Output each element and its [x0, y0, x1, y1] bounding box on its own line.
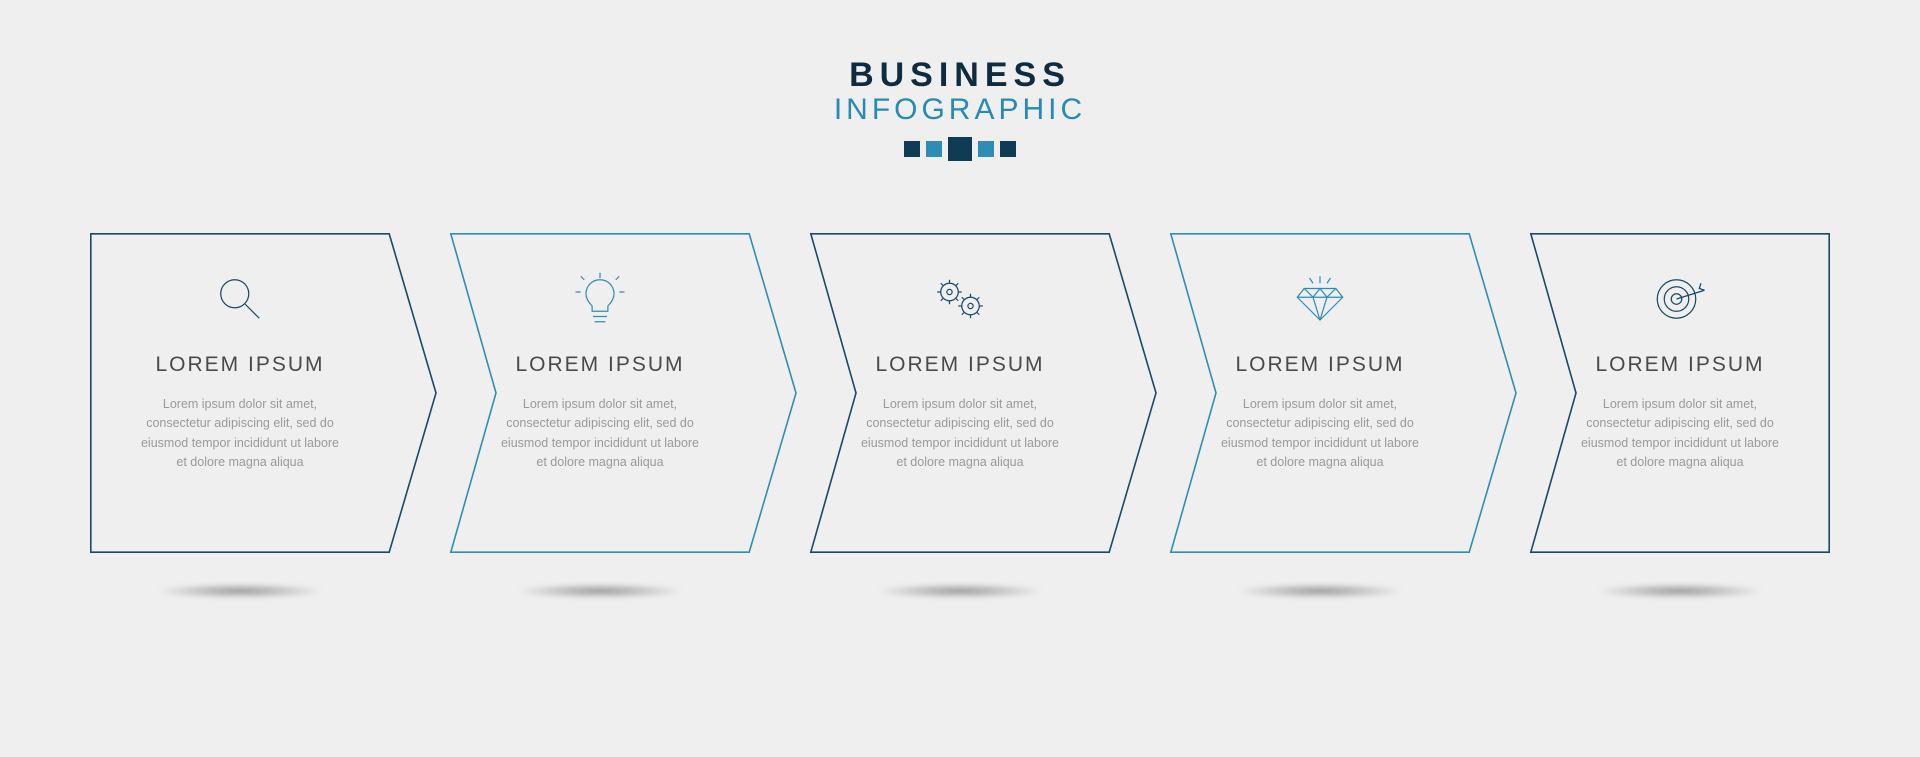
step-label: LOREM IPSUM	[1595, 353, 1764, 377]
step-shadows	[90, 583, 1830, 599]
step-description: Lorem ipsum dolor sit amet, consectetur …	[495, 395, 705, 473]
step-label: LOREM IPSUM	[515, 353, 684, 377]
accent-squares	[834, 137, 1086, 161]
step-description: Lorem ipsum dolor sit amet, consectetur …	[1575, 395, 1785, 473]
step-box: LOREM IPSUM Lorem ipsum dolor sit amet, …	[90, 233, 390, 553]
bulb-icon	[572, 267, 628, 331]
step-box: LOREM IPSUM Lorem ipsum dolor sit amet, …	[1530, 233, 1830, 553]
step-label: LOREM IPSUM	[1235, 353, 1404, 377]
magnifier-icon	[212, 267, 268, 331]
step-description: Lorem ipsum dolor sit amet, consectetur …	[855, 395, 1065, 473]
step-description: Lorem ipsum dolor sit amet, consectetur …	[1215, 395, 1425, 473]
accent-square	[1000, 141, 1016, 157]
step-label: LOREM IPSUM	[875, 353, 1044, 377]
accent-square	[904, 141, 920, 157]
step-shadow	[450, 583, 750, 599]
step-shadow	[1170, 583, 1470, 599]
header: BUSINESS INFOGRAPHIC	[834, 56, 1086, 161]
gears-icon	[932, 267, 988, 331]
accent-square	[948, 137, 972, 161]
accent-square	[978, 141, 994, 157]
steps-row: LOREM IPSUM Lorem ipsum dolor sit amet, …	[90, 233, 1830, 553]
diamond-icon	[1292, 267, 1348, 331]
title-line-1: BUSINESS	[834, 56, 1086, 95]
target-icon	[1652, 267, 1708, 331]
step-label: LOREM IPSUM	[155, 353, 324, 377]
step-description: Lorem ipsum dolor sit amet, consectetur …	[135, 395, 345, 473]
step-shadow	[90, 583, 390, 599]
accent-square	[926, 141, 942, 157]
step-shadow	[810, 583, 1110, 599]
step-shadow	[1530, 583, 1830, 599]
step-box: LOREM IPSUM Lorem ipsum dolor sit amet, …	[1170, 233, 1470, 553]
title-line-2: INFOGRAPHIC	[834, 93, 1086, 127]
step-box: LOREM IPSUM Lorem ipsum dolor sit amet, …	[450, 233, 750, 553]
step-box: LOREM IPSUM Lorem ipsum dolor sit amet, …	[810, 233, 1110, 553]
